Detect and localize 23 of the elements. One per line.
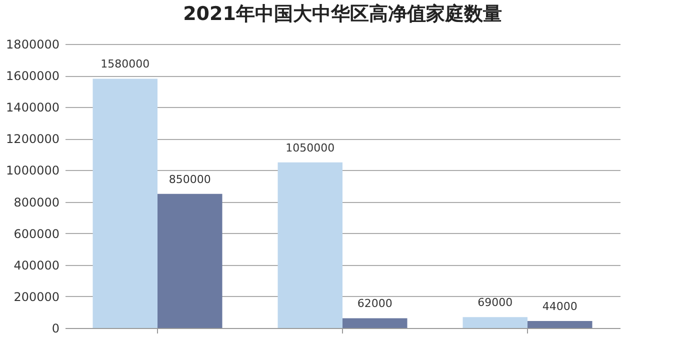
y-tick-label: 1000000 xyxy=(6,164,60,178)
y-tick-label: 1800000 xyxy=(6,38,60,52)
bar xyxy=(342,318,408,328)
chart-title: 2021年中国大中华区高净值家庭数量 xyxy=(183,3,502,25)
y-tick-label: 1200000 xyxy=(6,132,60,146)
y-tick-label: 200000 xyxy=(14,290,60,304)
bar xyxy=(92,78,158,328)
data-label: 850000 xyxy=(168,172,211,186)
data-label: 1580000 xyxy=(100,58,150,71)
data-label: 69000 xyxy=(478,296,513,310)
bar xyxy=(278,162,342,328)
y-tick-label: 1600000 xyxy=(6,69,60,84)
data-label: 1050000 xyxy=(286,141,335,154)
y-tick-label: 1400000 xyxy=(6,100,60,115)
y-tick-label: 0 xyxy=(52,322,60,336)
data-label: 62000 xyxy=(357,297,392,310)
bar xyxy=(158,194,222,328)
bar xyxy=(528,321,592,328)
y-tick-label: 400000 xyxy=(14,258,60,272)
data-label: 44000 xyxy=(542,300,578,314)
y-tick-label: 800000 xyxy=(14,195,60,210)
y-tick-label: 600000 xyxy=(14,226,60,241)
bar xyxy=(462,317,528,328)
